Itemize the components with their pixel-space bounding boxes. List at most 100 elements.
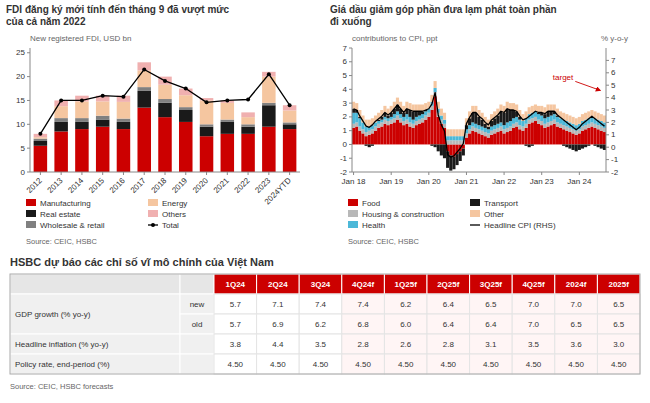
value-cell bbox=[470, 294, 513, 314]
x-tick bbox=[227, 172, 228, 175]
y-axis-line bbox=[30, 48, 31, 172]
row-label: Headline inflation (% yo-y) bbox=[15, 340, 109, 349]
x-tick bbox=[40, 172, 41, 175]
y-tick-label: 0 bbox=[21, 168, 26, 177]
y2-tick-label: 5 bbox=[611, 81, 616, 90]
y-tick bbox=[349, 172, 352, 173]
bar bbox=[462, 149, 465, 156]
bar bbox=[396, 98, 399, 105]
header-cell bbox=[214, 274, 257, 294]
y-tick-label: 5 bbox=[343, 71, 348, 80]
bar bbox=[581, 127, 584, 131]
column-header: 2Q24 bbox=[268, 280, 288, 289]
bar bbox=[550, 111, 553, 115]
x-tick bbox=[353, 172, 354, 175]
bar bbox=[358, 118, 361, 126]
header-cell bbox=[597, 274, 640, 294]
y-tick bbox=[27, 172, 30, 173]
bar bbox=[550, 116, 553, 122]
value-cell bbox=[257, 294, 300, 314]
bar bbox=[496, 116, 499, 124]
bar bbox=[158, 85, 172, 99]
bar bbox=[531, 122, 534, 144]
bar bbox=[405, 114, 408, 120]
y-tick-label: 20 bbox=[16, 72, 25, 81]
bar bbox=[524, 124, 527, 128]
y-tick-label: 25 bbox=[16, 48, 25, 57]
y-tick bbox=[27, 148, 30, 149]
bar bbox=[96, 116, 110, 120]
value-label: 4.50 bbox=[441, 360, 457, 369]
bar bbox=[383, 106, 386, 113]
y-tick bbox=[349, 48, 352, 49]
bar bbox=[568, 128, 571, 132]
bar bbox=[543, 118, 546, 124]
bar bbox=[415, 125, 418, 144]
bar bbox=[587, 124, 590, 128]
legend: ManufacturingReal estateWholesale & reta… bbox=[26, 199, 187, 230]
bar bbox=[509, 110, 512, 121]
column-header: 1Q25f bbox=[395, 280, 418, 289]
bar bbox=[550, 104, 553, 111]
bar bbox=[54, 118, 68, 122]
legend-swatch bbox=[26, 210, 36, 217]
bar bbox=[117, 102, 131, 119]
bar bbox=[484, 128, 487, 132]
table: HSBC dự báo các chỉ số vĩ mô chính của V… bbox=[10, 256, 640, 391]
bar bbox=[584, 125, 587, 129]
y2-tick bbox=[606, 134, 609, 135]
x-tick-label: 2017 bbox=[129, 176, 148, 195]
bar bbox=[540, 125, 543, 144]
y-tick bbox=[27, 76, 30, 77]
value-label: 6.4 bbox=[485, 320, 497, 329]
bar bbox=[600, 127, 603, 131]
bar bbox=[459, 140, 462, 144]
bar bbox=[581, 114, 584, 121]
column-header: 1Q24 bbox=[226, 280, 246, 289]
bar bbox=[430, 144, 433, 145]
bar bbox=[565, 114, 568, 121]
bar bbox=[241, 112, 255, 117]
bar bbox=[179, 107, 193, 110]
row-sub-label: new bbox=[190, 300, 205, 309]
bar bbox=[584, 129, 587, 144]
point bbox=[267, 72, 271, 76]
row-label: GDP growth (% yo-y) bbox=[15, 310, 91, 319]
value-cell bbox=[512, 294, 555, 314]
x-tick bbox=[123, 172, 124, 175]
value-cell bbox=[257, 334, 300, 354]
bar bbox=[117, 129, 131, 172]
bar bbox=[600, 131, 603, 145]
value-label: 6.4 bbox=[443, 300, 455, 309]
bar bbox=[537, 124, 540, 145]
legend-label: Health bbox=[362, 221, 385, 230]
y-tick-label: 7 bbox=[343, 44, 348, 53]
x-tick bbox=[504, 172, 505, 175]
bar bbox=[568, 144, 571, 148]
bar bbox=[386, 121, 389, 125]
y-tick bbox=[27, 124, 30, 125]
source: Source: CEIC, HSBC bbox=[348, 237, 419, 246]
bar bbox=[518, 120, 521, 126]
bar bbox=[518, 129, 521, 144]
bar bbox=[424, 120, 427, 145]
bar bbox=[443, 124, 446, 128]
y-tick-label: 5 bbox=[21, 144, 26, 153]
bar bbox=[543, 114, 546, 118]
bar bbox=[355, 127, 358, 145]
bar bbox=[509, 131, 512, 145]
bar bbox=[597, 144, 600, 147]
bar bbox=[386, 125, 389, 144]
bar bbox=[578, 117, 581, 124]
y-tick bbox=[349, 103, 352, 104]
legend: FoodHousing & constructionHealthTranspor… bbox=[348, 199, 556, 230]
bar bbox=[412, 128, 415, 145]
point bbox=[142, 67, 146, 71]
bar bbox=[528, 120, 531, 124]
bar bbox=[581, 144, 584, 148]
bar bbox=[578, 129, 581, 133]
bar bbox=[399, 122, 402, 144]
bar bbox=[487, 127, 490, 130]
bar bbox=[565, 127, 568, 131]
bar bbox=[556, 127, 559, 145]
